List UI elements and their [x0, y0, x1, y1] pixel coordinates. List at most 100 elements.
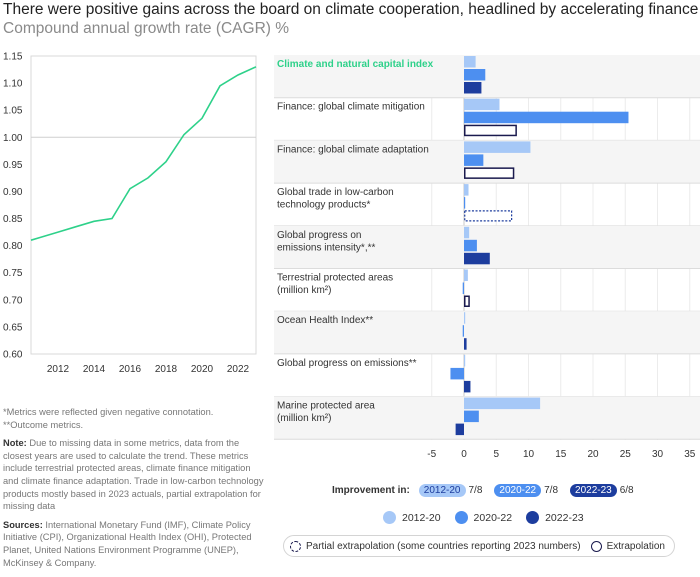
x-tick-label: 2014: [83, 364, 106, 375]
improvement-pill-2022-23: 2022-23: [570, 483, 617, 497]
y-tick-label: 1.15: [3, 52, 23, 63]
y-tick-label: 0.80: [3, 241, 23, 252]
footnote-outcome: **Outcome metrics.: [3, 419, 84, 430]
sources-label: Sources:: [3, 519, 43, 530]
x-tick-label: 2022: [227, 364, 250, 375]
bar-x-tick-label: 5: [493, 449, 499, 460]
improvement-count-2020-22: 7/8: [544, 484, 559, 496]
category-label: Ocean Health Index**: [277, 315, 373, 326]
legend-swatch-2020-22: [454, 511, 468, 524]
bar-x-tick-label: 25: [620, 449, 632, 460]
x-tick-label: 2016: [119, 364, 142, 375]
bar-2020-22: [464, 111, 629, 124]
y-tick-label: 1.00: [3, 133, 23, 144]
improvement-label: Improvement in:: [332, 484, 410, 496]
bar-extrapolated: [464, 167, 515, 179]
bar-2012-20: [464, 397, 541, 410]
chart-subtitle: Compound annual growth rate (CAGR) %: [3, 20, 290, 37]
bar-2022-23: [464, 380, 471, 393]
bar-2020-22: [464, 69, 486, 81]
legend-item-2022-23: 2022-23: [526, 511, 584, 524]
bar-row-band: [274, 55, 700, 98]
index-series-line: [30, 66, 257, 241]
footnote-metrics: *Metrics were reflected given negative c…: [3, 407, 214, 417]
bar-extrapolated: [464, 124, 517, 137]
sources-text: International Monetary Fund (IMF), Clima…: [3, 519, 252, 568]
footnote-sources: Sources: International Monetary Fund (IM…: [3, 519, 265, 569]
legend-item-2020-22: 2020-22: [454, 511, 513, 524]
category-label: Global progress on: [277, 230, 362, 241]
category-label: Marine protected area: [277, 401, 375, 412]
bar-2012-20: [464, 269, 468, 281]
bar-2012-20: [464, 354, 466, 367]
legend-item-2012-20: 2012-20: [383, 511, 441, 524]
bar-2020-22: [462, 282, 464, 294]
category-label: technology products*: [277, 200, 371, 211]
footnote-note: Note: Due to missing data in some metric…: [3, 437, 265, 513]
x-tick-label: 2012: [47, 364, 70, 375]
y-tick-label: 1.05: [3, 106, 23, 117]
category-label: Global progress on emissions**: [277, 358, 417, 369]
y-tick-label: 0.70: [3, 295, 23, 306]
note-text: Due to missing data in some metrics, dat…: [3, 438, 264, 512]
bar-2020-22: [462, 325, 464, 337]
series-legend: 2012-20 2020-22 2022-23: [383, 511, 598, 524]
category-label: emissions intensity*,**: [277, 242, 375, 253]
x-tick-label: 2018: [155, 364, 178, 375]
bar-partial-extrapolation: [464, 210, 513, 222]
category-label: Finance: global climate adaptation: [277, 144, 429, 155]
bar-x-tick-label: 30: [652, 449, 664, 460]
bar-2022-23: [464, 338, 467, 350]
bar-2012-20: [464, 56, 476, 68]
bar-2020-22: [464, 154, 484, 166]
footnotes: *Metrics were reflected given negative c…: [3, 406, 265, 569]
bar-2020-22: [450, 367, 464, 380]
bar-extrapolated: [464, 295, 470, 307]
y-tick-label: 0.85: [3, 214, 23, 225]
legend-label-2020-22: 2020-22: [473, 511, 513, 524]
chart-title: There were positive gains across the boa…: [3, 1, 699, 18]
bar-x-tick-label: 20: [587, 449, 599, 460]
charts-svg: 1.15 1.10 1.05 1.00 0.95 0.90 0.85 0.80 0.75 0.70…: [3, 52, 700, 460]
legend-label-partial: Partial extrapolation (some countries re…: [306, 540, 581, 552]
bar-2012-20: [464, 312, 466, 324]
improvement-count-2022-23: 6/8: [619, 484, 634, 496]
category-label: Finance: global climate mitigation: [277, 102, 425, 113]
y-tick-label: 0.60: [3, 350, 23, 361]
legend-swatch-2022-23: [526, 511, 540, 524]
category-label: Global trade in low-carbon: [277, 187, 394, 198]
bar-2022-23: [464, 82, 482, 94]
note-label: Note:: [3, 438, 27, 449]
bar-2012-20: [464, 98, 500, 111]
improvement-row: Improvement in: 2012-20 7/8 2020-22 7/8 …: [332, 482, 646, 498]
bar-2020-22: [464, 197, 466, 209]
y-tick-label: 0.95: [3, 160, 23, 171]
legend-label-2012-20: 2012-20: [402, 511, 441, 524]
bar-2012-20: [464, 141, 531, 153]
legend-item-partial: Partial extrapolation (some countries re…: [290, 540, 581, 552]
y-tick-label: 0.65: [3, 322, 23, 333]
bar-2020-22: [464, 239, 477, 252]
bar-x-tick-label: 10: [523, 449, 535, 460]
bar-x-tick-label: 35: [684, 449, 696, 460]
bar-2022-23: [455, 423, 464, 436]
bar-2020-22: [464, 410, 479, 423]
dashed-circle-icon: [290, 540, 301, 552]
bar-2012-20: [464, 226, 470, 239]
bar-x-tick-label: -5: [427, 449, 436, 460]
category-label: (million km²): [277, 285, 331, 296]
highlight-category-label: Climate and natural capital index: [277, 59, 434, 70]
legend-item-extrapolation: Extrapolation: [590, 540, 665, 552]
category-label: (million km²): [277, 413, 331, 424]
extrapolation-legend: Partial extrapolation (some countries re…: [283, 535, 675, 557]
legend-swatch-2012-20: [383, 511, 396, 524]
x-tick-label: 2020: [191, 364, 214, 375]
improvement-count-2012-20: 7/8: [468, 484, 483, 496]
legend-label-extrapolation: Extrapolation: [606, 540, 665, 552]
y-tick-label: 1.10: [3, 79, 23, 90]
bar-row-band: [274, 311, 700, 354]
y-tick-label: 0.90: [3, 187, 23, 198]
bar-2022-23: [464, 252, 490, 265]
improvement-pill-2020-22: 2020-22: [494, 483, 542, 497]
y-tick-label: 0.75: [3, 268, 23, 279]
